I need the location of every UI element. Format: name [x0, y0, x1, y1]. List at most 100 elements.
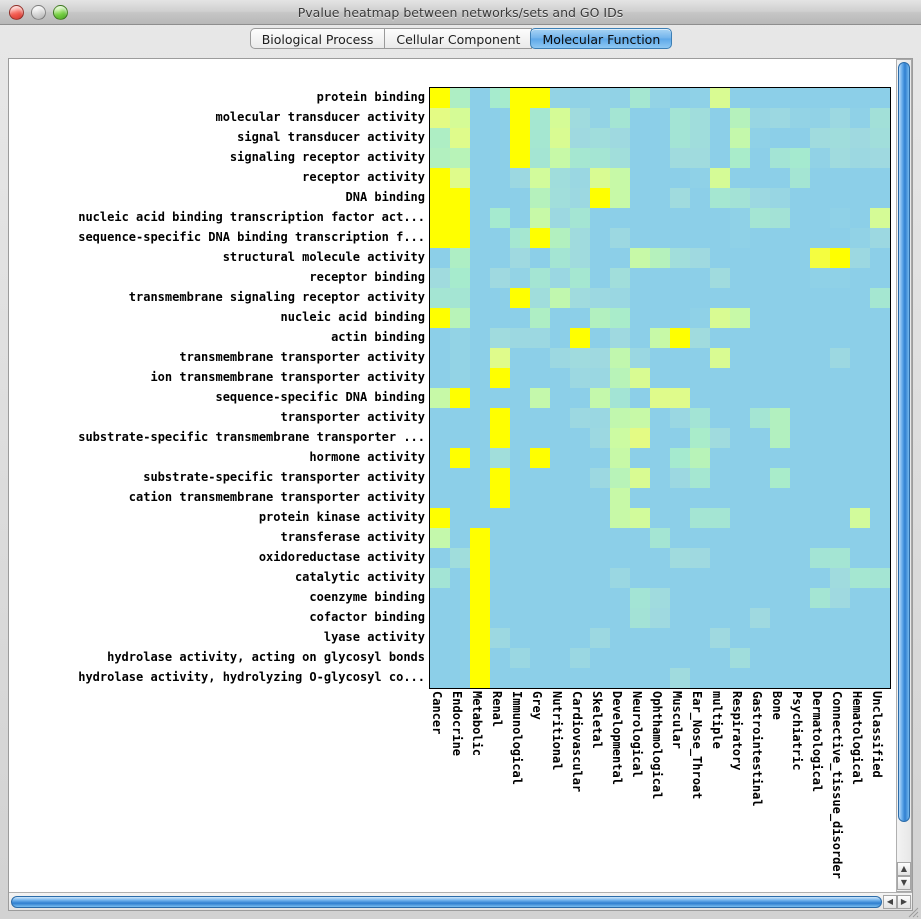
heatmap-cell[interactable] — [550, 448, 570, 468]
heatmap-cell[interactable] — [670, 608, 690, 628]
heatmap-cell[interactable] — [530, 148, 550, 168]
heatmap-cell[interactable] — [670, 228, 690, 248]
heatmap-cell[interactable] — [670, 128, 690, 148]
heatmap-cell[interactable] — [710, 528, 730, 548]
heatmap-cell[interactable] — [430, 548, 450, 568]
heatmap-cell[interactable] — [790, 248, 810, 268]
heatmap-cell[interactable] — [630, 268, 650, 288]
heatmap-cell[interactable] — [870, 188, 890, 208]
heatmap-cell[interactable] — [490, 528, 510, 548]
heatmap-cell[interactable] — [810, 88, 830, 108]
heatmap-cell[interactable] — [790, 648, 810, 668]
heatmap-cell[interactable] — [550, 208, 570, 228]
heatmap-cell[interactable] — [550, 148, 570, 168]
heatmap-cell[interactable] — [770, 548, 790, 568]
heatmap-cell[interactable] — [450, 668, 470, 688]
heatmap-cell[interactable] — [770, 348, 790, 368]
heatmap-cell[interactable] — [770, 508, 790, 528]
heatmap-cell[interactable] — [490, 468, 510, 488]
heatmap-cell[interactable] — [610, 668, 630, 688]
heatmap-cell[interactable] — [610, 268, 630, 288]
heatmap-cell[interactable] — [870, 348, 890, 368]
heatmap-cell[interactable] — [850, 548, 870, 568]
heatmap-cell[interactable] — [530, 408, 550, 428]
heatmap-cell[interactable] — [750, 388, 770, 408]
heatmap-cell[interactable] — [650, 388, 670, 408]
heatmap-cell[interactable] — [870, 228, 890, 248]
heatmap-cell[interactable] — [630, 368, 650, 388]
heatmap-cell[interactable] — [430, 588, 450, 608]
heatmap-cell[interactable] — [530, 628, 550, 648]
heatmap-cell[interactable] — [450, 528, 470, 548]
heatmap-cell[interactable] — [670, 368, 690, 388]
heatmap-cell[interactable] — [710, 568, 730, 588]
heatmap-cell[interactable] — [690, 88, 710, 108]
heatmap-cell[interactable] — [490, 508, 510, 528]
heatmap-cell[interactable] — [770, 108, 790, 128]
heatmap-cell[interactable] — [530, 208, 550, 228]
heatmap-cell[interactable] — [850, 488, 870, 508]
heatmap-cell[interactable] — [550, 508, 570, 528]
heatmap-cell[interactable] — [730, 668, 750, 688]
heatmap-cell[interactable] — [830, 328, 850, 348]
heatmap-cell[interactable] — [630, 488, 650, 508]
heatmap-cell[interactable] — [610, 488, 630, 508]
heatmap-cell[interactable] — [750, 668, 770, 688]
heatmap-cell[interactable] — [730, 628, 750, 648]
heatmap-cell[interactable] — [770, 148, 790, 168]
heatmap-cell[interactable] — [850, 348, 870, 368]
heatmap-cell[interactable] — [610, 428, 630, 448]
heatmap-cell[interactable] — [730, 528, 750, 548]
heatmap-cell[interactable] — [550, 268, 570, 288]
heatmap-cell[interactable] — [850, 108, 870, 128]
heatmap-cell[interactable] — [870, 248, 890, 268]
heatmap-cell[interactable] — [730, 88, 750, 108]
heatmap-cell[interactable] — [510, 508, 530, 528]
heatmap-cell[interactable] — [690, 508, 710, 528]
heatmap-cell[interactable] — [590, 188, 610, 208]
heatmap-cell[interactable] — [530, 368, 550, 388]
heatmap-cell[interactable] — [830, 268, 850, 288]
heatmap-cell[interactable] — [830, 668, 850, 688]
heatmap-cell[interactable] — [630, 448, 650, 468]
heatmap-cell[interactable] — [810, 668, 830, 688]
heatmap-cell[interactable] — [590, 408, 610, 428]
heatmap-cell[interactable] — [710, 628, 730, 648]
heatmap-cell[interactable] — [530, 188, 550, 208]
heatmap-cell[interactable] — [590, 88, 610, 108]
heatmap-cell[interactable] — [450, 608, 470, 628]
heatmap-cell[interactable] — [610, 548, 630, 568]
heatmap-cell[interactable] — [650, 268, 670, 288]
heatmap-cell[interactable] — [710, 408, 730, 428]
heatmap-cell[interactable] — [770, 368, 790, 388]
heatmap-cell[interactable] — [870, 668, 890, 688]
heatmap-cell[interactable] — [450, 628, 470, 648]
heatmap-cell[interactable] — [450, 368, 470, 388]
heatmap-cell[interactable] — [450, 388, 470, 408]
heatmap-cell[interactable] — [850, 188, 870, 208]
heatmap-cell[interactable] — [790, 168, 810, 188]
heatmap-cell[interactable] — [790, 268, 810, 288]
heatmap-cell[interactable] — [470, 548, 490, 568]
heatmap-cell[interactable] — [470, 128, 490, 148]
heatmap-cell[interactable] — [490, 408, 510, 428]
heatmap-cell[interactable] — [850, 128, 870, 148]
heatmap-cell[interactable] — [750, 348, 770, 368]
heatmap-cell[interactable] — [550, 668, 570, 688]
vertical-scrollbar[interactable]: ▲ ▼ — [896, 59, 912, 892]
heatmap-cell[interactable] — [770, 488, 790, 508]
tab-molecular-function[interactable]: Molecular Function — [530, 28, 673, 49]
heatmap-cell[interactable] — [430, 528, 450, 548]
heatmap-cell[interactable] — [690, 108, 710, 128]
heatmap-cell[interactable] — [850, 308, 870, 328]
heatmap-cell[interactable] — [750, 268, 770, 288]
heatmap-cell[interactable] — [730, 348, 750, 368]
heatmap-cell[interactable] — [750, 568, 770, 588]
heatmap-cell[interactable] — [850, 588, 870, 608]
heatmap-cell[interactable] — [590, 268, 610, 288]
heatmap-cell[interactable] — [690, 308, 710, 328]
heatmap-cell[interactable] — [670, 668, 690, 688]
heatmap-cell[interactable] — [470, 388, 490, 408]
heatmap-cell[interactable] — [690, 328, 710, 348]
heatmap-cell[interactable] — [450, 568, 470, 588]
